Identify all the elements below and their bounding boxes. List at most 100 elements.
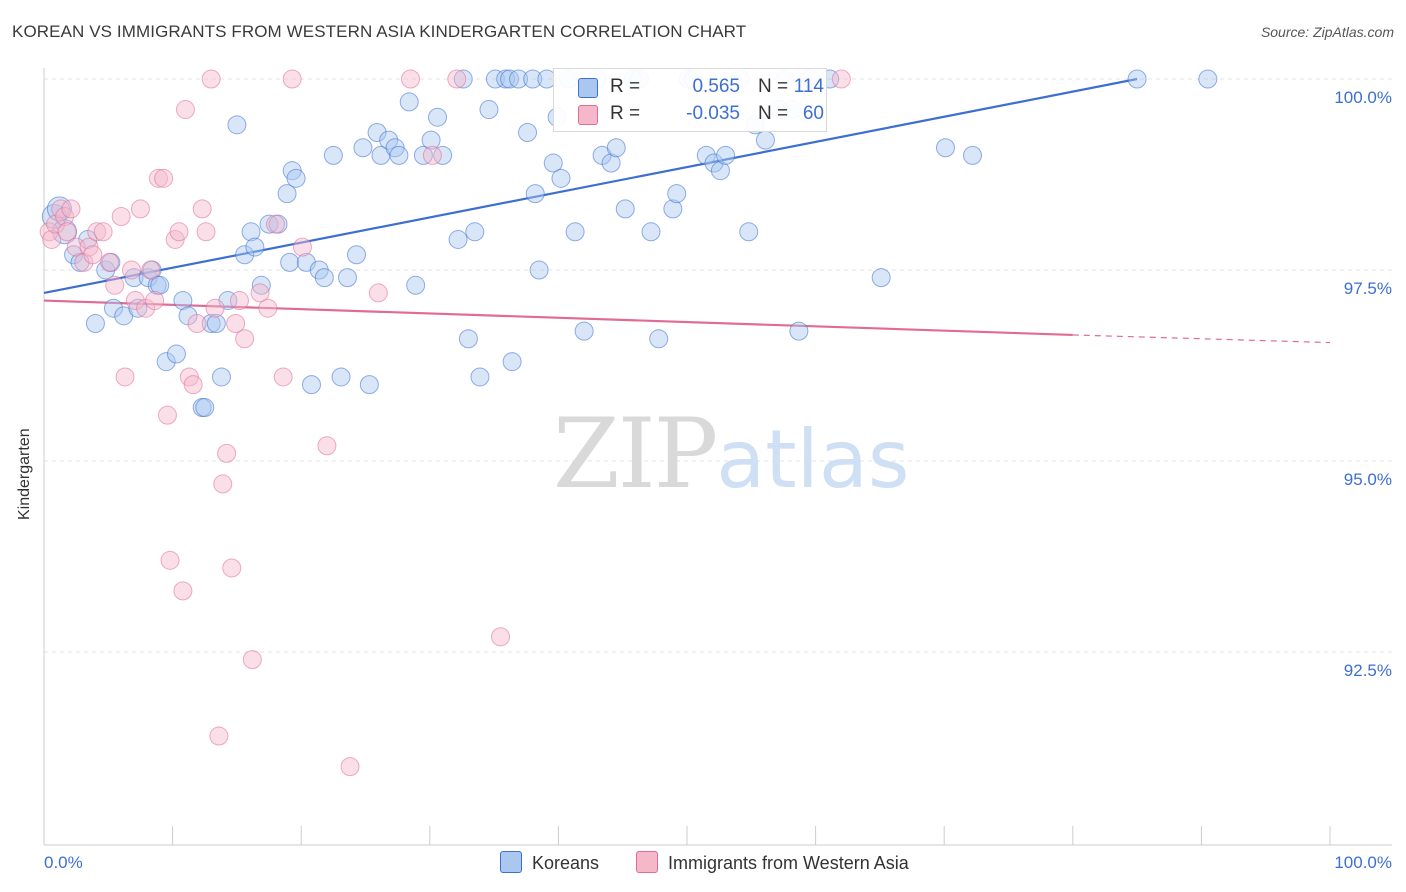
korean-point (241, 222, 261, 242)
koreans-swatch (500, 851, 522, 873)
watermark-atlas: atlas (716, 413, 910, 506)
western-asia-trend-line (43, 299, 1073, 337)
korean-point (667, 184, 687, 204)
stats-legend: R = 0.565 N = 114 R = -0.035 N = 60 (553, 68, 827, 132)
n-value: 60 (802, 103, 824, 124)
western-asia-point (93, 222, 113, 242)
watermark-zip: ZIP (553, 398, 718, 510)
korean-point (649, 329, 669, 349)
western-asia-point (222, 558, 242, 578)
r-value: 0.565 (692, 76, 740, 97)
western-asia-point (169, 222, 189, 242)
korean-point (433, 145, 453, 165)
korean-point (565, 222, 585, 242)
korean-point (301, 375, 321, 395)
korean-point (641, 222, 661, 242)
korean-point (710, 161, 730, 181)
western-asia-point (187, 313, 207, 333)
korean-point (704, 153, 724, 173)
watermark: ZIPatlas (553, 398, 910, 510)
korean-point (280, 252, 300, 272)
korean-point (502, 352, 522, 372)
y-tick-label: 100.0% (1334, 88, 1392, 107)
western-asia-swatch (636, 851, 658, 873)
chart-title: KOREAN VS IMMIGRANTS FROM WESTERN ASIA K… (12, 22, 747, 41)
western-asia-point (61, 199, 81, 219)
n-label: N = (758, 76, 789, 97)
western-asia-point (242, 650, 262, 670)
western-asia-point (235, 329, 255, 349)
korean-point (277, 184, 297, 204)
korean-point (195, 398, 215, 418)
western-asia-point (292, 237, 312, 257)
western-asia-point (447, 69, 467, 89)
korean-point (458, 329, 478, 349)
x-tick-label: 0.0% (44, 853, 83, 872)
korean-point (871, 268, 891, 288)
korean-point (543, 153, 563, 173)
western-asia-swatch (578, 105, 598, 125)
korean-point (421, 130, 441, 150)
western-asia-point (115, 367, 135, 387)
source-label: Source: ZipAtlas.com (1260, 24, 1394, 40)
korean-point (367, 122, 387, 142)
korean-point (529, 260, 549, 280)
korean-point (601, 153, 621, 173)
korean-point (331, 367, 351, 387)
korean-point (518, 122, 538, 142)
korean-point (379, 130, 399, 150)
western-asia-point (282, 69, 302, 89)
korean-point (211, 367, 231, 387)
korean-point (251, 275, 271, 295)
western-asia-point (111, 207, 131, 227)
western-asia-point (121, 260, 141, 280)
tick-labels: 92.5% 95.0% 97.5% 100.0% 0.0% 100.0% (44, 88, 1392, 872)
western-asia-point (226, 313, 246, 333)
korean-point (615, 199, 635, 219)
korean-point (286, 168, 306, 188)
western-asia-point (183, 375, 203, 395)
korean-point (470, 367, 490, 387)
western-asia-point (57, 222, 77, 242)
western-asia-point (250, 283, 270, 303)
korean-point (353, 138, 373, 158)
western-asia-point (55, 207, 75, 227)
korean-point (85, 313, 105, 333)
korean-point (173, 291, 193, 311)
korean-point (428, 107, 448, 127)
korean-point (716, 145, 736, 165)
korean-point (201, 313, 221, 333)
korean-point (525, 184, 545, 204)
western-asia-point (125, 291, 145, 311)
korean-point (935, 138, 955, 158)
korean-point (1127, 69, 1147, 89)
western-asia-point (317, 436, 337, 456)
korean-point (1198, 69, 1218, 89)
western-asia-point (42, 229, 62, 249)
koreans-swatch (578, 78, 598, 98)
western-asia-point (145, 291, 165, 311)
western-asia-point (130, 199, 150, 219)
korean-point (323, 145, 343, 165)
legend-item-western-asia[interactable]: Immigrants from Western Asia (636, 851, 909, 874)
korean-point (739, 222, 759, 242)
korean-point (245, 237, 265, 257)
korean-point (479, 100, 499, 120)
legend-item-koreans[interactable]: Koreans (500, 851, 599, 874)
legend-label-western-asia: Immigrants from Western Asia (668, 853, 909, 873)
korean-point (663, 199, 683, 219)
korean-point (696, 145, 716, 165)
korean-point (789, 321, 809, 341)
korean-point (124, 268, 144, 288)
korean-point (453, 69, 473, 89)
korean-point (166, 344, 186, 364)
korean-point (485, 69, 505, 89)
western-asia-point (258, 298, 278, 318)
korean-point (574, 321, 594, 341)
korean-point (103, 298, 123, 318)
western-asia-point (157, 405, 177, 425)
western-asia-point (201, 69, 221, 89)
western-asia-trend-extension (1072, 334, 1331, 344)
western-asia-points (39, 69, 851, 777)
korean-point (359, 375, 379, 395)
